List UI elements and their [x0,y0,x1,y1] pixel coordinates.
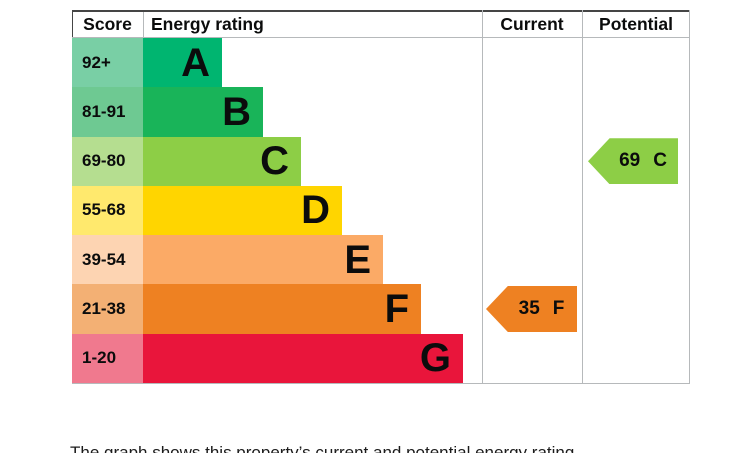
header-left-border [72,10,73,37]
energy-rating-chart: Score Energy rating Current Potential 92… [72,10,690,384]
rating-bar: G [143,333,463,383]
rating-bar: E [143,235,383,285]
potential-column-divider [582,10,583,384]
rating-bar: A [143,38,222,88]
chart-caption: The graph shows this property’s current … [70,443,580,453]
rating-bands: 92+ A 81-91 B 69-80 C 69 C 55-68 D 39-54 … [72,38,690,383]
rating-letter: D [301,188,330,233]
chart-header-row: Score Energy rating Current Potential [72,12,690,37]
rating-letter: E [344,237,371,282]
current-rating-band: F [552,298,565,320]
table-bottom-border [72,383,690,384]
current-column-divider [482,10,483,384]
score-range: 69-80 [72,136,143,186]
band-row-f: 21-38 F 35 F [72,284,690,334]
band-row-e: 39-54 E [72,235,690,285]
table-right-border [689,10,690,384]
band-row-b: 81-91 B [72,87,690,137]
potential-rating-arrow: 69 C [588,138,678,185]
band-row-a: 92+ A [72,38,690,88]
current-rating-value: 35 [518,298,540,320]
score-column-divider [143,12,144,37]
score-column-header: Score [83,14,132,34]
score-range: 55-68 [72,185,143,236]
rating-bar: B [143,87,263,137]
potential-rating-value: 69 [619,150,641,172]
rating-bar: C [143,136,301,186]
rating-letter: C [260,139,289,184]
band-row-g: 1-20 G [72,333,690,383]
rating-letter: B [222,89,251,134]
score-range: 21-38 [72,284,143,334]
rating-letter: A [181,40,210,85]
potential-column-header: Potential [599,14,673,34]
current-column-header: Current [500,14,564,34]
score-range: 39-54 [72,235,143,285]
rating-bar: D [143,185,342,236]
header-bottom-border [72,37,690,38]
rating-letter: G [419,336,451,381]
rating-bar: F [143,284,421,334]
current-rating-arrow: 35 F [486,286,577,333]
band-row-c: 69-80 C 69 C [72,136,690,186]
energy-rating-column-header: Energy rating [151,14,264,34]
table-top-border [72,10,690,12]
band-row-d: 55-68 D [72,185,690,236]
rating-letter: F [384,287,409,332]
score-range: 81-91 [72,87,143,137]
score-range: 1-20 [72,333,143,383]
potential-rating-band: C [653,150,667,172]
score-range: 92+ [72,38,143,88]
